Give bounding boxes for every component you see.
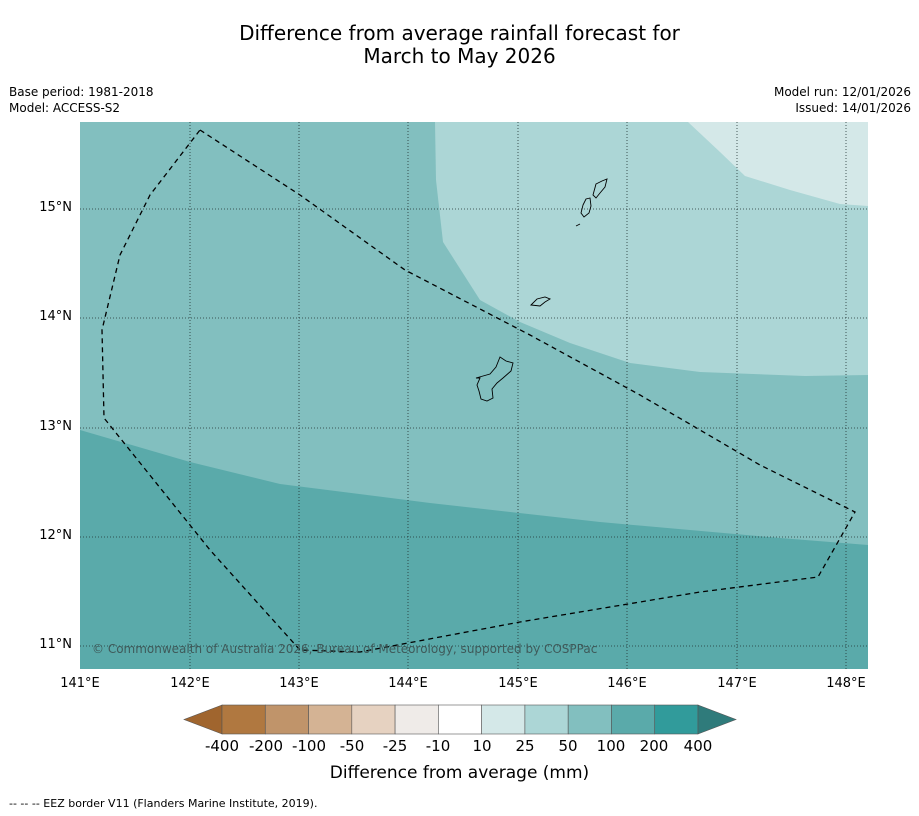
colorbar-swatch — [309, 705, 352, 734]
colorbar-extend-low — [184, 705, 222, 734]
eez-legend-note: -- -- -- EEZ border V11 (Flanders Marine… — [9, 797, 317, 810]
colorbar-swatch — [352, 705, 395, 734]
lon-label-147: 147°E — [697, 676, 777, 691]
colorbar-extend-high — [698, 705, 736, 734]
lon-label-141: 141°E — [40, 676, 120, 691]
lat-label-15: 15°N — [20, 200, 72, 215]
lon-label-142: 142°E — [150, 676, 230, 691]
lon-label-143: 143°E — [259, 676, 339, 691]
lon-label-144: 144°E — [368, 676, 448, 691]
map-plot-area — [80, 122, 868, 669]
colorbar-swatch — [482, 705, 525, 734]
colorbar-swatch — [222, 705, 265, 734]
colorbar-label: -10 — [413, 737, 463, 755]
map-canvas — [0, 0, 919, 816]
lat-label-14: 14°N — [20, 309, 72, 324]
colorbar-label: 200 — [629, 737, 679, 755]
colorbar-label: -400 — [197, 737, 247, 755]
lon-label-145: 145°E — [478, 676, 558, 691]
copyright-credit: © Commonwealth of Australia 2026, Bureau… — [92, 642, 597, 656]
lat-label-13: 13°N — [20, 419, 72, 434]
colorbar-swatch — [611, 705, 654, 734]
lat-label-11: 11°N — [20, 637, 72, 652]
colorbar-title: Difference from average (mm) — [0, 763, 919, 783]
lat-label-12: 12°N — [20, 528, 72, 543]
colorbar-swatch — [525, 705, 568, 734]
colorbar-swatch — [438, 705, 481, 734]
colorbar — [184, 705, 736, 734]
lon-label-146: 146°E — [587, 676, 667, 691]
colorbar-swatch — [265, 705, 308, 734]
colorbar-swatch — [655, 705, 698, 734]
colorbar-swatch — [395, 705, 438, 734]
colorbar-label: 400 — [673, 737, 723, 755]
colorbar-swatch — [568, 705, 611, 734]
lon-label-148: 148°E — [806, 676, 886, 691]
